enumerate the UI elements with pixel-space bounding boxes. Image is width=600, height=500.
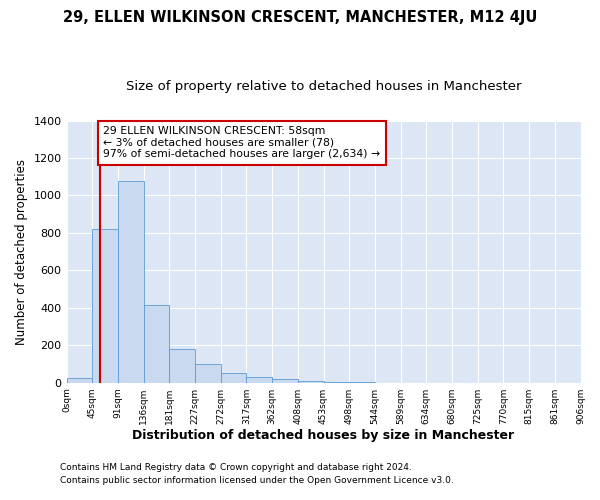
Bar (195, 364, 221, 382)
Bar (143, 305, 169, 382)
Title: Size of property relative to detached houses in Manchester: Size of property relative to detached ho… (126, 80, 521, 93)
Text: Contains public sector information licensed under the Open Government Licence v3: Contains public sector information licen… (60, 476, 454, 485)
Bar (67, 378, 92, 382)
Bar (298, 381, 323, 382)
Bar (247, 377, 272, 382)
Text: 29 ELLEN WILKINSON CRESCENT: 58sqm
← 3% of detached houses are smaller (78)
97% : 29 ELLEN WILKINSON CRESCENT: 58sqm ← 3% … (103, 126, 380, 160)
X-axis label: Distribution of detached houses by size in Manchester: Distribution of detached houses by size … (133, 430, 515, 442)
Text: 29, ELLEN WILKINSON CRESCENT, MANCHESTER, M12 4JU: 29, ELLEN WILKINSON CRESCENT, MANCHESTER… (63, 10, 537, 25)
Text: Contains HM Land Registry data © Crown copyright and database right 2024.: Contains HM Land Registry data © Crown c… (60, 464, 412, 472)
Bar (272, 380, 298, 382)
Bar (169, 350, 195, 382)
Bar (221, 373, 247, 382)
Bar (118, 182, 143, 382)
Bar (92, 229, 118, 382)
Y-axis label: Number of detached properties: Number of detached properties (15, 158, 28, 344)
